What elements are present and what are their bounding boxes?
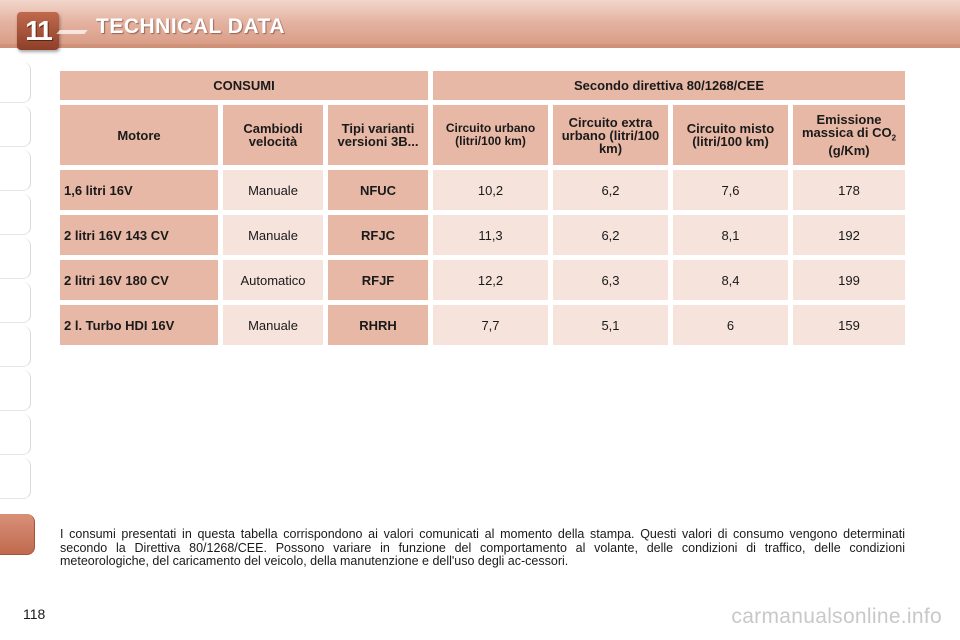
chapter-tab-5[interactable] — [0, 238, 31, 279]
cell-co2: 159 — [793, 305, 906, 345]
chapter-badge: 11 — [17, 12, 59, 50]
chapter-tab-10[interactable] — [0, 458, 31, 499]
consumi-header: CONSUMI — [60, 71, 428, 100]
col-header-emissione: Emissione massica di CO2 (g/Km) — [793, 105, 906, 165]
cell-cambio: Manuale — [223, 170, 323, 210]
directive-header: Secondo direttiva 80/1268/CEE — [433, 71, 906, 100]
cell-motore: 2 litri 16V 143 CV — [60, 215, 218, 255]
col-header-tipi: Tipi varianti versioni 3B... — [328, 105, 428, 165]
cell-cambio: Manuale — [223, 215, 323, 255]
header-band — [0, 0, 960, 48]
table-column-header-row: Motore Cambiodi velocità Tipi varianti v… — [60, 105, 906, 165]
col-header-misto: Circuito misto (litri/100 km) — [673, 105, 788, 165]
chapter-tab-7[interactable] — [0, 326, 31, 367]
chapter-tab-8[interactable] — [0, 370, 31, 411]
table-top-header-row: CONSUMI Secondo direttiva 80/1268/CEE — [60, 71, 906, 100]
cell-urbano: 10,2 — [433, 170, 548, 210]
cell-extra: 6,3 — [553, 260, 668, 300]
consumption-note: I consumi presentati in questa tabella c… — [60, 527, 905, 569]
emissione-unit: (g/Km) — [828, 143, 870, 159]
emissione-subscript: 2 — [891, 133, 897, 143]
chapter-tab-2[interactable] — [0, 106, 31, 147]
col-header-cambio: Cambiodi velocità — [223, 105, 323, 165]
cell-co2: 199 — [793, 260, 906, 300]
cell-tipo: RFJF — [328, 260, 428, 300]
table-row: 2 litri 16V 143 CV Manuale RFJC 11,3 6,2… — [60, 215, 906, 255]
cell-urbano: 12,2 — [433, 260, 548, 300]
technical-data-table: CONSUMI Secondo direttiva 80/1268/CEE Mo… — [55, 66, 910, 350]
cell-motore: 2 litri 16V 180 CV — [60, 260, 218, 300]
page-title: TECHNICAL DATA — [96, 15, 285, 38]
table-row: 2 litri 16V 180 CV Automatico RFJF 12,2 … — [60, 260, 906, 300]
watermark: carmanualsonline.info — [731, 605, 942, 628]
cell-tipo: RHRH — [328, 305, 428, 345]
cell-misto: 8,4 — [673, 260, 788, 300]
chapter-tab-4[interactable] — [0, 194, 31, 235]
cell-cambio: Manuale — [223, 305, 323, 345]
cell-tipo: NFUC — [328, 170, 428, 210]
chapter-tab-9[interactable] — [0, 414, 31, 455]
table-row: 1,6 litri 16V Manuale NFUC 10,2 6,2 7,6 … — [60, 170, 906, 210]
cell-misto: 8,1 — [673, 215, 788, 255]
cell-urbano: 7,7 — [433, 305, 548, 345]
cell-misto: 6 — [673, 305, 788, 345]
table-row: 2 l. Turbo HDI 16V Manuale RHRH 7,7 5,1 … — [60, 305, 906, 345]
cell-motore: 2 l. Turbo HDI 16V — [60, 305, 218, 345]
cell-cambio: Automatico — [223, 260, 323, 300]
cell-tipo: RFJC — [328, 215, 428, 255]
cell-misto: 7,6 — [673, 170, 788, 210]
col-header-urbano: Circuito urbano (litri/100 km) — [433, 105, 548, 165]
col-header-motore: Motore — [60, 105, 218, 165]
cell-co2: 192 — [793, 215, 906, 255]
cell-motore: 1,6 litri 16V — [60, 170, 218, 210]
chapter-tabs — [0, 62, 36, 562]
cell-co2: 178 — [793, 170, 906, 210]
chapter-tab-3[interactable] — [0, 150, 31, 191]
chapter-tab-6[interactable] — [0, 282, 31, 323]
cell-extra: 6,2 — [553, 170, 668, 210]
chapter-tab-1[interactable] — [0, 62, 31, 103]
cell-urbano: 11,3 — [433, 215, 548, 255]
cell-extra: 5,1 — [553, 305, 668, 345]
page-number: 118 — [23, 606, 46, 622]
chapter-number: 11 — [25, 15, 53, 46]
cell-extra: 6,2 — [553, 215, 668, 255]
chapter-tab-11-active[interactable] — [0, 514, 35, 555]
title-divider — [56, 30, 88, 34]
col-header-extra-urbano: Circuito extra urbano (litri/100 km) — [553, 105, 668, 165]
emissione-label: Emissione massica di CO — [801, 111, 892, 140]
